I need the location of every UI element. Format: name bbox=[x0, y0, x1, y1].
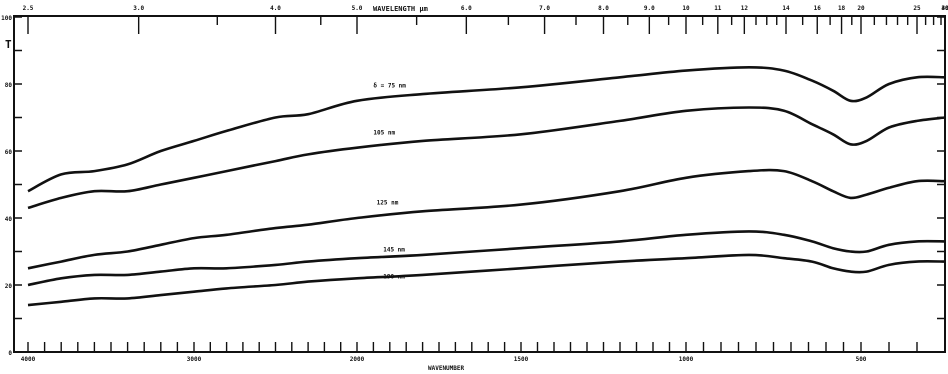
top-tick-label: 10 bbox=[682, 5, 690, 12]
series-line-0 bbox=[27, 66, 946, 193]
top-tick-label: 14 bbox=[782, 5, 790, 12]
series-lines bbox=[27, 66, 946, 307]
series-label-3: 145 nm bbox=[383, 247, 405, 254]
top-tick-label: 3.0 bbox=[133, 5, 144, 12]
series-line-3 bbox=[27, 230, 946, 287]
top-tick-label: 12 bbox=[741, 5, 749, 12]
x-axis-wavenumber: 4000 3000 2000 1500 1000 500 bbox=[21, 342, 918, 363]
top-tick-label: 25 bbox=[913, 5, 921, 12]
top-tick-label: 4.0 bbox=[270, 5, 281, 12]
y-tick-label: 60 bbox=[5, 149, 13, 156]
top-tick-label: 40 bbox=[941, 5, 948, 12]
top-tick-label: 20 bbox=[857, 5, 865, 12]
x-tick-label: 3000 bbox=[187, 356, 202, 363]
y-tick-label: 80 bbox=[5, 82, 13, 89]
x-tick-label: 1500 bbox=[514, 356, 529, 363]
top-axis-wavelength: 2.5 3.0 4.0 5.0 6.0 7.0 8.0 9.0 10 11 12 14 16 18 20 25… bbox=[23, 5, 948, 34]
top-tick-label: 5.0 bbox=[352, 5, 363, 12]
x-tick-label: 500 bbox=[856, 356, 867, 363]
top-tick-label: 6.0 bbox=[461, 5, 472, 12]
top-axis-label: WAVELENGTH μm bbox=[373, 5, 428, 13]
series-label-1: 105 nm bbox=[373, 129, 395, 136]
x-tick-label: 4000 bbox=[21, 356, 36, 363]
series-line-1 bbox=[27, 106, 946, 210]
plot-frame bbox=[13, 15, 946, 353]
series-line-4 bbox=[27, 253, 946, 307]
y-axis: 0 20 40 60 80 100 bbox=[1, 15, 945, 357]
series-label-2: 125 nm bbox=[377, 200, 399, 207]
x-tick-label: 2000 bbox=[350, 356, 365, 363]
top-tick-label: 11 bbox=[714, 5, 722, 12]
series-label-4: 190 nm bbox=[383, 273, 405, 280]
top-tick-label: 30 bbox=[941, 5, 948, 12]
y-tick-label: 0 bbox=[8, 350, 12, 357]
y-tick-label: 40 bbox=[5, 216, 13, 223]
x-tick-label: 1000 bbox=[679, 356, 694, 363]
y-axis-label: T bbox=[5, 38, 12, 51]
plot-border bbox=[13, 15, 946, 353]
top-tick-label: 18 bbox=[838, 5, 846, 12]
top-tick-label: 2.5 bbox=[23, 5, 34, 12]
y-tick-label: 20 bbox=[5, 283, 13, 290]
series-labels: δ = 75 nm 105 nm 125 nm 145 nm 190 nm bbox=[373, 82, 406, 280]
top-tick-label: 16 bbox=[814, 5, 822, 12]
series-label-0: δ = 75 nm bbox=[373, 82, 406, 89]
top-tick-label: 9.0 bbox=[644, 5, 655, 12]
top-tick-label: 8.0 bbox=[598, 5, 609, 12]
series-line-2 bbox=[27, 168, 946, 270]
y-tick-label: 100 bbox=[1, 15, 12, 22]
top-tick-label: 7.0 bbox=[539, 5, 550, 12]
x-axis-label: WAVENUMBER bbox=[428, 365, 465, 372]
